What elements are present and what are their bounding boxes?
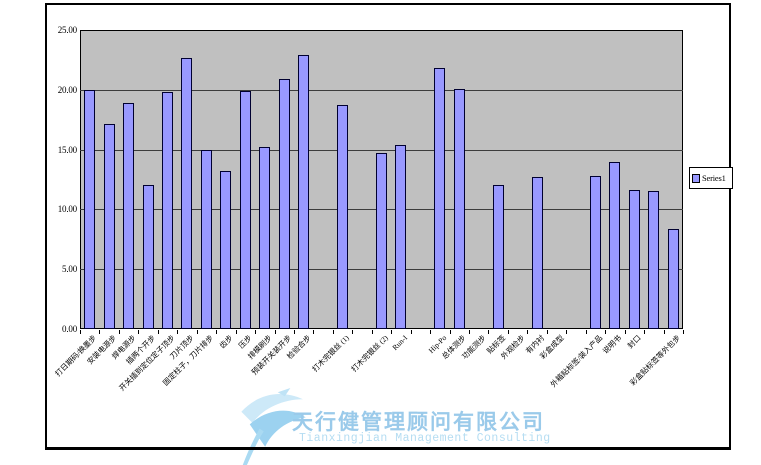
x-axis-tick <box>352 330 353 334</box>
bar <box>454 89 465 329</box>
x-axis-tick <box>255 330 256 334</box>
x-axis-tick <box>80 330 81 334</box>
x-axis-tick <box>197 330 198 334</box>
x-axis-tick <box>177 330 178 334</box>
legend-series1-marker-icon <box>692 173 700 183</box>
bar <box>532 177 543 329</box>
bar <box>143 185 154 329</box>
bar <box>181 58 192 329</box>
watermark-company-name-cn: 天行健管理顾问有限公司 <box>292 411 545 434</box>
bar <box>123 103 134 329</box>
bar <box>104 124 115 329</box>
x-axis-tick <box>508 330 509 334</box>
x-axis-tick <box>216 330 217 334</box>
x-axis-tick <box>391 330 392 334</box>
y-axis-tick-label: 5.00 <box>62 264 77 274</box>
x-axis-tick <box>138 330 139 334</box>
x-axis-tick <box>605 330 606 334</box>
y-gridline <box>80 150 683 151</box>
watermark-company-name-en: Tianxingjian Management Consulting <box>299 432 551 445</box>
x-axis-tick <box>586 330 587 334</box>
x-axis-tick <box>119 330 120 334</box>
bar <box>590 176 601 329</box>
y-axis-tick-label: 15.00 <box>57 145 77 155</box>
bar <box>648 191 659 329</box>
bar <box>84 90 95 329</box>
x-axis-tick <box>566 330 567 334</box>
bar <box>609 162 620 329</box>
legend: Series1 <box>689 167 733 189</box>
x-axis-tick <box>430 330 431 334</box>
x-axis-tick <box>450 330 451 334</box>
bar <box>162 92 173 329</box>
x-axis-tick <box>625 330 626 334</box>
y-axis-tick-label: 10.00 <box>57 204 77 214</box>
bar <box>395 145 406 329</box>
bar <box>668 229 679 329</box>
x-axis-tick <box>158 330 159 334</box>
bar <box>629 190 640 329</box>
y-gridline <box>80 90 683 91</box>
x-axis-tick <box>644 330 645 334</box>
x-axis-tick <box>488 330 489 334</box>
bar <box>298 55 309 329</box>
x-axis-tick <box>547 330 548 334</box>
bar <box>201 150 212 329</box>
bar <box>376 153 387 329</box>
x-axis-tick <box>275 330 276 334</box>
x-axis-tick <box>313 330 314 334</box>
bar <box>259 147 270 329</box>
bar <box>337 105 348 329</box>
x-axis-tick <box>469 330 470 334</box>
bar <box>240 91 251 329</box>
bar <box>434 68 445 329</box>
y-axis-tick-label: 25.00 <box>57 25 77 35</box>
legend-series1-label: Series1 <box>702 173 726 183</box>
x-axis-tick <box>236 330 237 334</box>
x-axis-tick <box>372 330 373 334</box>
x-axis-tick <box>664 330 665 334</box>
x-axis-tick <box>683 330 684 334</box>
bar <box>493 185 504 329</box>
y-axis-tick-label: 20.00 <box>57 85 77 95</box>
x-axis-tick <box>99 330 100 334</box>
x-axis-tick <box>527 330 528 334</box>
watermark-swoosh-logo-icon <box>241 388 306 465</box>
y-axis-tick-label: 0.00 <box>62 324 77 334</box>
x-axis-tick <box>411 330 412 334</box>
bar <box>220 171 231 329</box>
x-axis-tick <box>333 330 334 334</box>
x-axis-tick <box>294 330 295 334</box>
bar <box>279 79 290 329</box>
